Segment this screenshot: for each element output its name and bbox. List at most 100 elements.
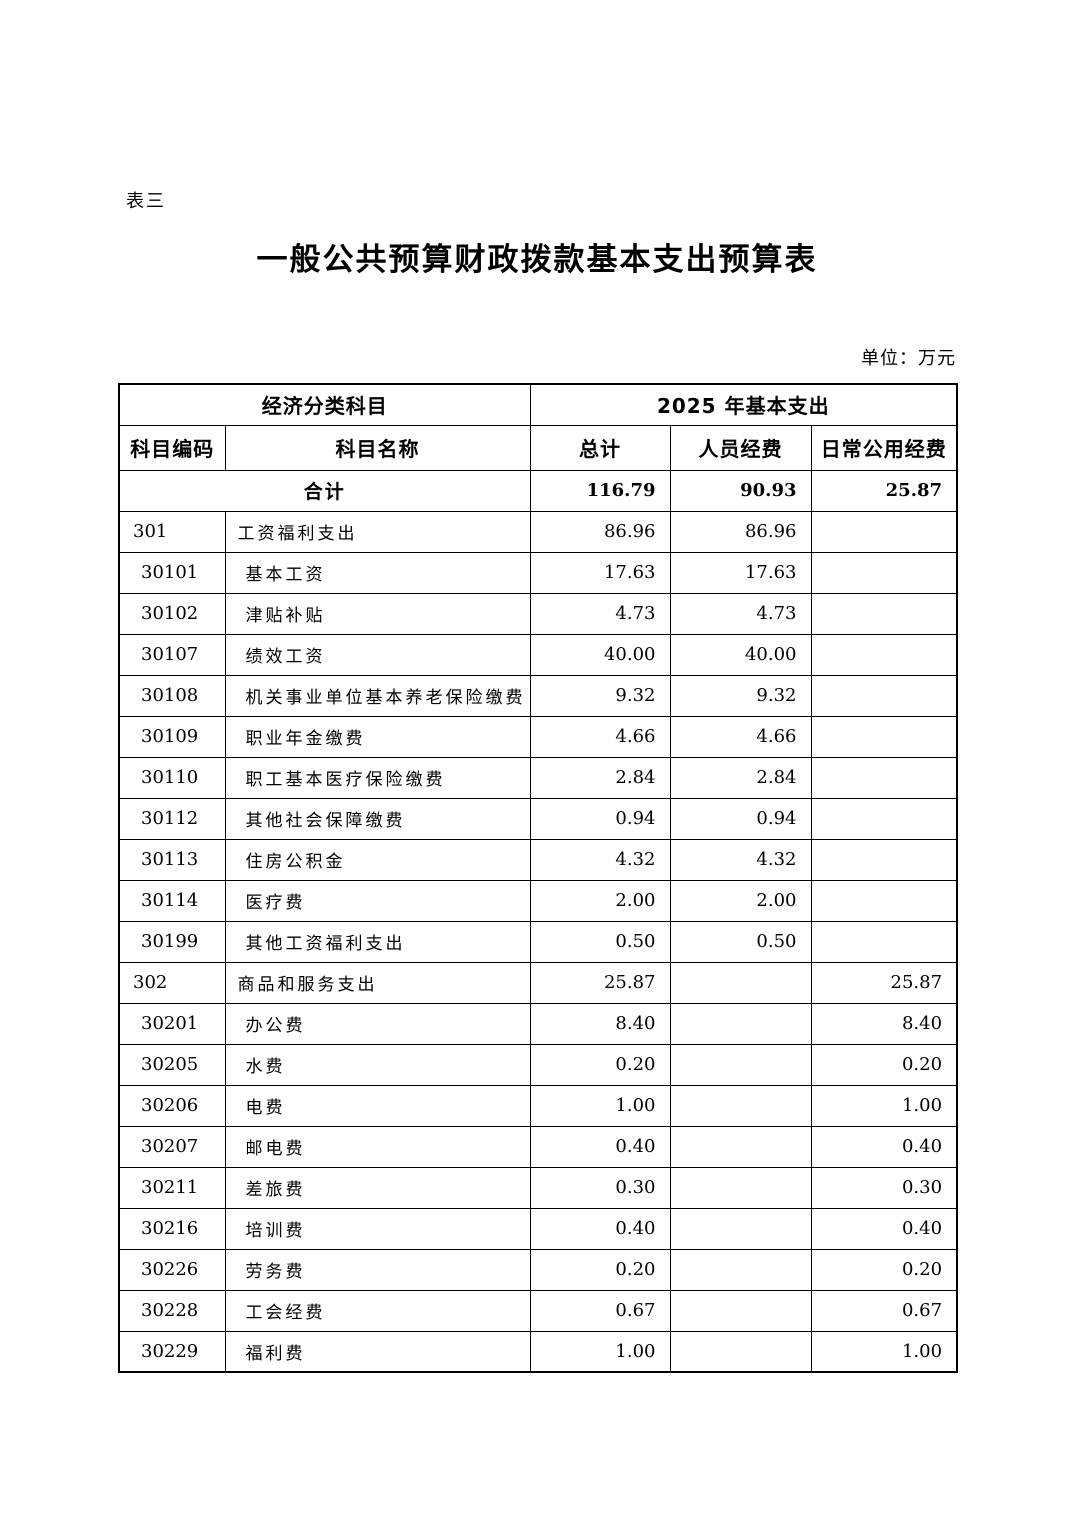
daily-fund-cell: 1.00	[810, 1084, 958, 1127]
grand-total-total-cell: 116.79	[529, 469, 671, 512]
subject-code-cell: 30205	[118, 1043, 226, 1086]
subject-name-cell: 医疗费	[224, 879, 531, 922]
personnel-fund-cell	[669, 1084, 812, 1127]
personnel-fund-cell	[669, 1248, 812, 1291]
daily-fund-cell	[810, 633, 958, 676]
subject-code-cell: 30211	[118, 1166, 226, 1209]
daily-fund-cell: 0.40	[810, 1207, 958, 1250]
subject-code-cell: 30228	[118, 1289, 226, 1332]
subject-code-cell: 30206	[118, 1084, 226, 1127]
budget-table: 经济分类科目 2025 年基本支出 科目编码 科目名称 总计 人员经费 日常公用…	[118, 383, 959, 1373]
personnel-fund-cell: 17.63	[669, 551, 812, 594]
total-cell: 0.20	[529, 1043, 671, 1086]
table-row: 30205 水费 0.20 0.20	[118, 1043, 958, 1086]
subject-name-cell: 住房公积金	[224, 838, 531, 881]
total-cell: 4.32	[529, 838, 671, 881]
personnel-fund-cell	[669, 1125, 812, 1168]
header-group-row: 经济分类科目 2025 年基本支出	[118, 383, 958, 426]
total-cell: 2.00	[529, 879, 671, 922]
table-row: 30107 绩效工资 40.00 40.00	[118, 633, 958, 676]
header-2025-basic-expenditure: 2025 年基本支出	[529, 383, 958, 426]
subject-name-cell: 基本工资	[224, 551, 531, 594]
daily-fund-cell: 0.30	[810, 1166, 958, 1209]
table-row: 30112 其他社会保障缴费 0.94 0.94	[118, 797, 958, 840]
daily-fund-cell	[810, 797, 958, 840]
col-header-total: 总计	[529, 424, 671, 471]
daily-fund-cell	[810, 551, 958, 594]
total-cell: 0.30	[529, 1166, 671, 1209]
table-row: 301 工资福利支出 86.96 86.96	[118, 510, 958, 553]
subject-name-cell: 邮电费	[224, 1125, 531, 1168]
daily-fund-cell: 1.00	[810, 1330, 958, 1373]
table-label: 表三	[126, 191, 166, 212]
table-body: 合计 116.79 90.93 25.87 301 工资福利支出 86.96 8…	[118, 469, 958, 1373]
daily-fund-cell	[810, 920, 958, 963]
subject-name-cell: 津贴补贴	[224, 592, 531, 635]
personnel-fund-cell: 2.84	[669, 756, 812, 799]
daily-fund-cell: 0.20	[810, 1248, 958, 1291]
subject-code-cell: 30108	[118, 674, 226, 717]
personnel-fund-cell: 9.32	[669, 674, 812, 717]
total-cell: 40.00	[529, 633, 671, 676]
col-header-daily-public-funds: 日常公用经费	[810, 424, 958, 471]
table-row: 30211 差旅费 0.30 0.30	[118, 1166, 958, 1209]
col-header-subject-code: 科目编码	[118, 424, 226, 471]
grand-total-daily-cell: 25.87	[810, 469, 958, 512]
daily-fund-cell	[810, 674, 958, 717]
personnel-fund-cell	[669, 1043, 812, 1086]
header-columns-row: 科目编码 科目名称 总计 人员经费 日常公用经费	[118, 424, 958, 471]
subject-code-cell: 30229	[118, 1330, 226, 1373]
table-row: 30216 培训费 0.40 0.40	[118, 1207, 958, 1250]
daily-fund-cell: 8.40	[810, 1002, 958, 1045]
personnel-fund-cell	[669, 1166, 812, 1209]
grand-total-label: 合计	[118, 469, 531, 512]
subject-code-cell: 30101	[118, 551, 226, 594]
table-row: 30108 机关事业单位基本养老保险缴费 9.32 9.32	[118, 674, 958, 717]
table-row: 30201 办公费 8.40 8.40	[118, 1002, 958, 1045]
subject-code-cell: 30199	[118, 920, 226, 963]
personnel-fund-cell: 4.73	[669, 592, 812, 635]
subject-name-cell: 工会经费	[224, 1289, 531, 1332]
col-header-subject-name: 科目名称	[224, 424, 531, 471]
daily-fund-cell	[810, 756, 958, 799]
total-cell: 0.67	[529, 1289, 671, 1332]
total-cell: 0.40	[529, 1125, 671, 1168]
subject-code-cell: 30113	[118, 838, 226, 881]
subject-name-cell: 绩效工资	[224, 633, 531, 676]
subject-code-cell: 30114	[118, 879, 226, 922]
subject-name-cell: 其他工资福利支出	[224, 920, 531, 963]
total-cell: 0.40	[529, 1207, 671, 1250]
subject-name-cell: 水费	[224, 1043, 531, 1086]
subject-code-cell: 30207	[118, 1125, 226, 1168]
subject-name-cell: 职业年金缴费	[224, 715, 531, 758]
total-cell: 4.66	[529, 715, 671, 758]
subject-name-cell: 电费	[224, 1084, 531, 1127]
subject-name-cell: 差旅费	[224, 1166, 531, 1209]
table-row: 30207 邮电费 0.40 0.40	[118, 1125, 958, 1168]
personnel-fund-cell: 4.66	[669, 715, 812, 758]
daily-fund-cell: 25.87	[810, 961, 958, 1004]
personnel-fund-cell	[669, 1207, 812, 1250]
table-row: 302 商品和服务支出 25.87 25.87	[118, 961, 958, 1004]
header-economic-classification: 经济分类科目	[118, 383, 531, 426]
subject-code-cell: 30112	[118, 797, 226, 840]
subject-name-cell: 劳务费	[224, 1248, 531, 1291]
daily-fund-cell	[810, 592, 958, 635]
subject-code-cell: 301	[118, 510, 226, 553]
total-cell: 1.00	[529, 1084, 671, 1127]
personnel-fund-cell: 0.94	[669, 797, 812, 840]
total-cell: 2.84	[529, 756, 671, 799]
page-title: 一般公共预算财政拨款基本支出预算表	[256, 242, 818, 278]
total-cell: 1.00	[529, 1330, 671, 1373]
daily-fund-cell: 0.40	[810, 1125, 958, 1168]
subject-code-cell: 30102	[118, 592, 226, 635]
personnel-fund-cell	[669, 1002, 812, 1045]
daily-fund-cell: 0.20	[810, 1043, 958, 1086]
subject-name-cell: 培训费	[224, 1207, 531, 1250]
total-cell: 0.50	[529, 920, 671, 963]
personnel-fund-cell	[669, 1330, 812, 1373]
table-row: 30228 工会经费 0.67 0.67	[118, 1289, 958, 1332]
total-cell: 8.40	[529, 1002, 671, 1045]
subject-name-cell: 办公费	[224, 1002, 531, 1045]
total-cell: 25.87	[529, 961, 671, 1004]
